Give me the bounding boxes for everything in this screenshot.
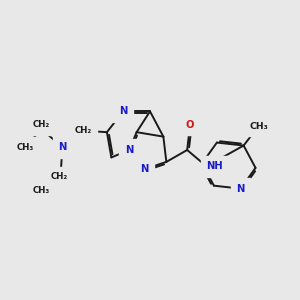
Text: CH₃: CH₃ bbox=[16, 142, 34, 152]
Text: CH₂: CH₂ bbox=[51, 172, 68, 181]
Text: O: O bbox=[186, 120, 194, 130]
Text: CH₂: CH₂ bbox=[33, 120, 50, 129]
Text: NH: NH bbox=[206, 161, 223, 171]
Text: N: N bbox=[125, 145, 134, 155]
Text: N: N bbox=[140, 164, 148, 174]
Text: N: N bbox=[58, 142, 67, 152]
Text: CH₃: CH₃ bbox=[249, 122, 268, 131]
Text: CH₂: CH₂ bbox=[74, 126, 92, 135]
Text: N: N bbox=[236, 184, 245, 194]
Text: N: N bbox=[119, 106, 128, 116]
Text: CH₃: CH₃ bbox=[33, 186, 50, 195]
